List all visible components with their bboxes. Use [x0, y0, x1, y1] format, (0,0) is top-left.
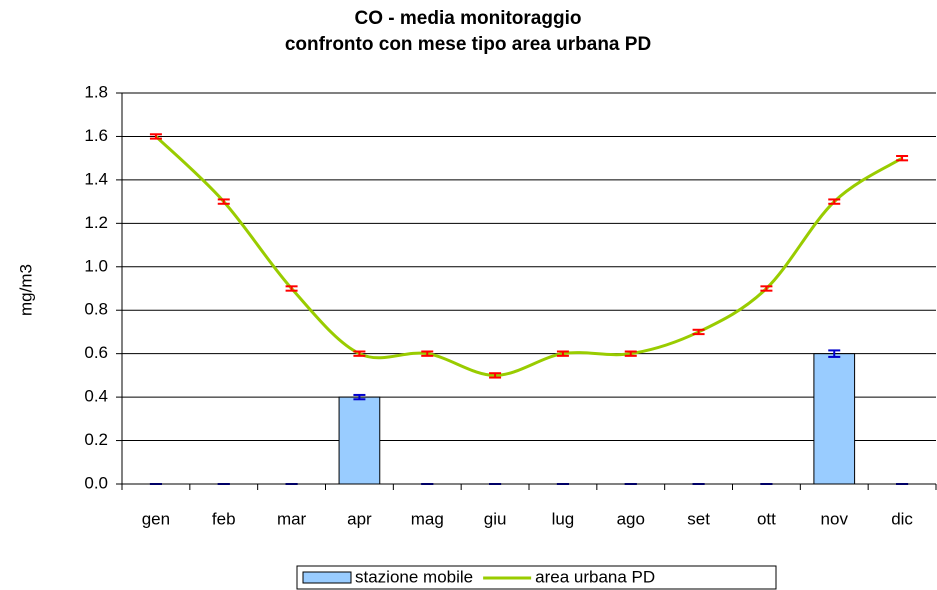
y-tick-label: 1.4	[84, 169, 108, 188]
chart-title: CO - media monitoraggio	[355, 8, 582, 29]
y-tick-label: 1.2	[84, 213, 108, 232]
legend-label: stazione mobile	[355, 567, 473, 586]
error-bar	[692, 328, 705, 336]
y-tick-label: 1.0	[84, 256, 108, 275]
bar	[813, 353, 856, 485]
x-tick-label: lug	[552, 509, 575, 528]
error-bar	[828, 198, 841, 205]
error-bar	[149, 133, 162, 140]
error-bar	[489, 372, 502, 379]
error-bar	[353, 350, 366, 357]
error-bar	[353, 393, 366, 401]
y-tick-label: 0.0	[84, 473, 108, 492]
y-tick-label: 0.4	[84, 387, 108, 406]
x-tick-label: ott	[757, 509, 776, 528]
x-tick-label: dic	[891, 509, 913, 528]
x-tick-label: ago	[617, 509, 645, 528]
legend-label: area urbana PD	[535, 567, 655, 586]
x-tick-label: gen	[142, 509, 170, 528]
legend-swatch	[302, 571, 352, 584]
x-tick-label: nov	[821, 509, 849, 528]
error-bar	[217, 198, 230, 205]
bar	[338, 396, 381, 485]
x-tick-label: apr	[347, 509, 372, 528]
chart-subtitle: confronto con mese tipo area urbana PD	[285, 34, 651, 55]
error-bar	[896, 154, 909, 162]
y-tick-label: 0.6	[84, 343, 108, 362]
y-axis-label: mg/m3	[16, 264, 35, 316]
y-tick-label: 1.6	[84, 126, 108, 145]
x-tick-label: mag	[411, 509, 444, 528]
error-bar	[760, 285, 773, 292]
x-tick-label: mar	[277, 509, 307, 528]
error-bar	[556, 350, 569, 357]
y-tick-label: 0.2	[84, 430, 108, 449]
error-bar	[828, 349, 841, 358]
line	[154, 135, 903, 377]
x-tick-label: giu	[484, 509, 507, 528]
error-bar	[421, 350, 434, 357]
error-bar	[624, 350, 637, 357]
y-tick-label: 0.8	[84, 300, 108, 319]
x-tick-label: feb	[212, 509, 236, 528]
legend-box	[296, 565, 777, 590]
x-tick-label: set	[687, 509, 710, 528]
error-bar	[285, 285, 298, 292]
y-tick-label: 1.8	[84, 82, 108, 101]
